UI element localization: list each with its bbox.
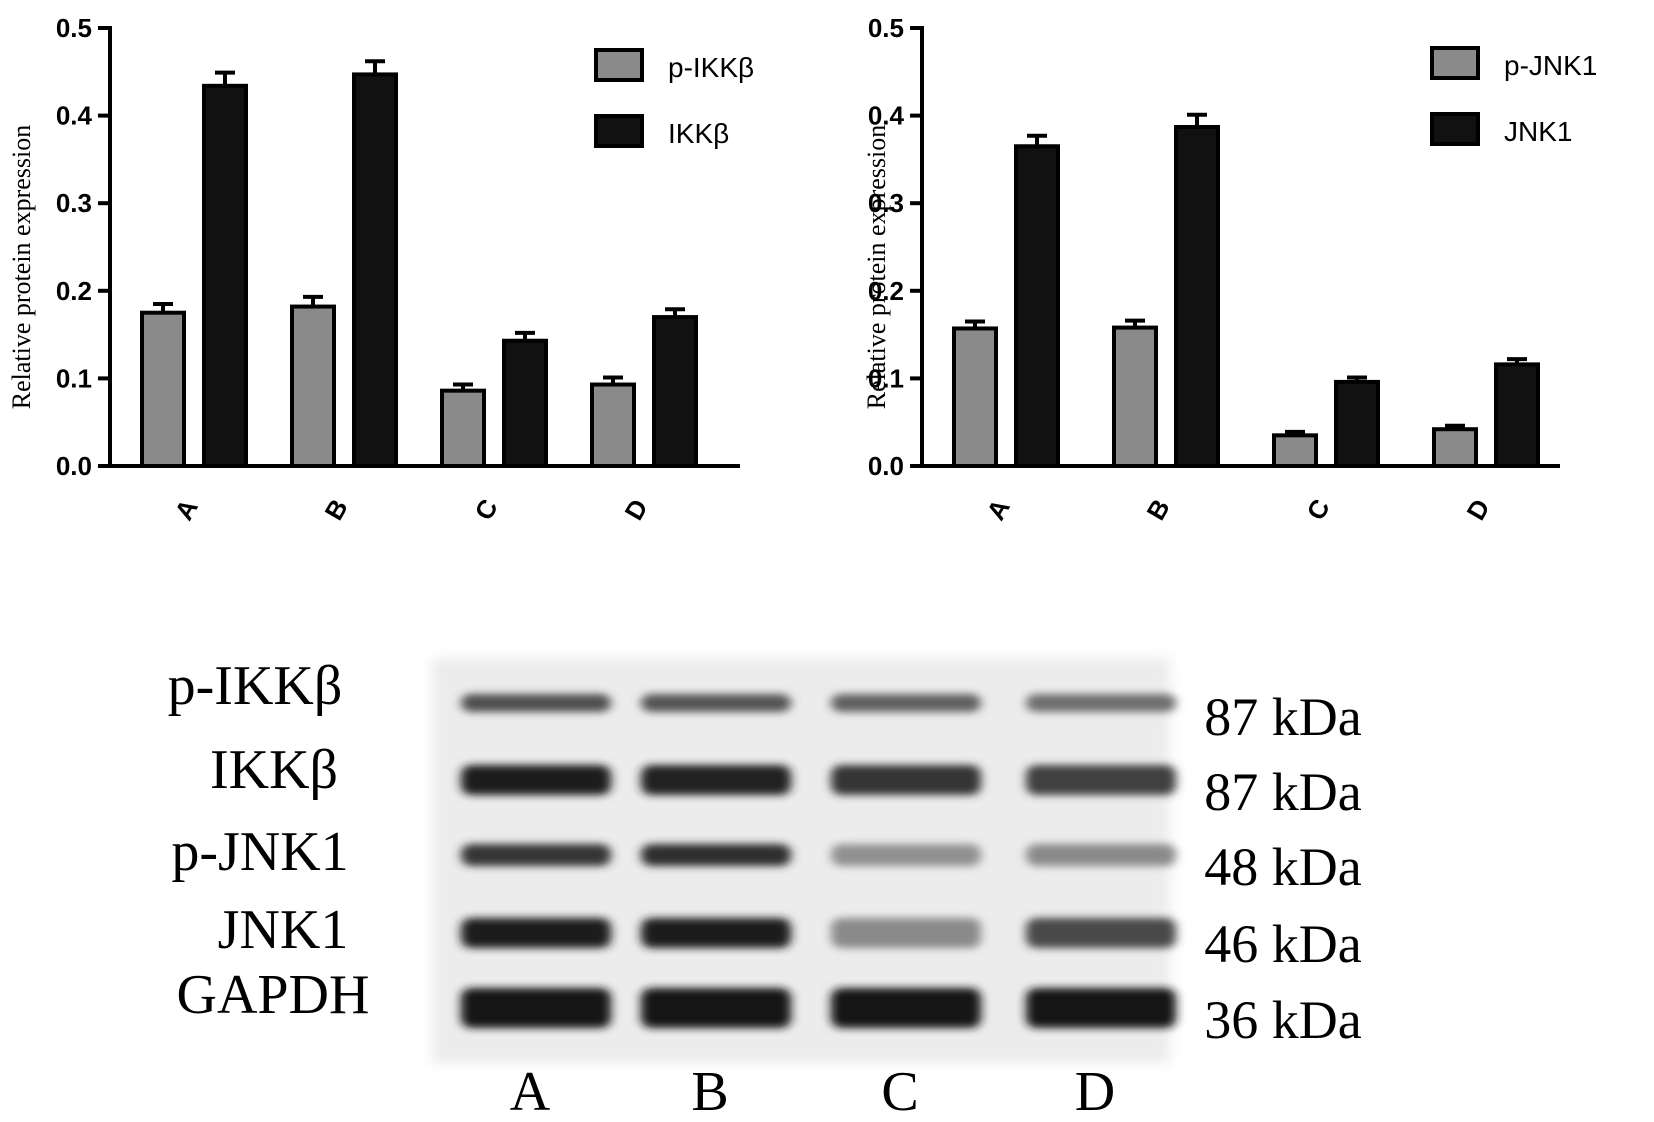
legend-swatch <box>1430 112 1480 146</box>
blot-band <box>831 844 981 866</box>
blot-row-label: p-IKKβ <box>168 655 343 717</box>
x-tick-label: B <box>1141 494 1176 525</box>
blot-band <box>461 918 611 948</box>
y-tick-label: 0.2 <box>868 276 904 306</box>
bar <box>1432 427 1478 469</box>
x-tick-label: C <box>469 494 504 525</box>
blot-band <box>1026 918 1176 948</box>
bar <box>1334 379 1380 468</box>
legend-label: JNK1 <box>1504 116 1572 147</box>
blot-band <box>831 694 981 712</box>
bar-chart-jnk1: 0.0 0.1 0.2 0.3 0.4 0.5 Relative protein expre… <box>862 13 1597 525</box>
blot-band <box>641 844 791 866</box>
legend-label: IKKβ <box>668 118 729 149</box>
y-axis-label: Relative protein expression <box>7 125 36 409</box>
blot-band <box>461 844 611 866</box>
blot-row-label: GAPDH <box>177 964 370 1026</box>
y-axis-label: Relative protein expression <box>862 125 891 409</box>
blot-band <box>461 988 611 1028</box>
blot-kda-label: 46 kDa <box>1204 914 1361 974</box>
bar <box>290 304 336 468</box>
blot-band <box>641 765 791 795</box>
y-tick-label: 0.5 <box>868 13 904 43</box>
blot-band <box>831 988 981 1028</box>
bar <box>652 315 698 468</box>
bar <box>952 326 998 468</box>
western-blot: p-IKKβ 87 kDa IKKβ 87 kDa p-JNK1 48 kDa JNK1 46… <box>168 655 1362 1122</box>
y-tick-label: 0.3 <box>868 188 904 218</box>
x-tick-label: A <box>981 494 1016 525</box>
bar <box>1112 325 1158 469</box>
blot-lane-label: D <box>1075 1061 1115 1122</box>
y-tick-label: 0.0 <box>56 451 92 481</box>
y-tick-label: 0.4 <box>868 101 905 131</box>
x-tick-label: B <box>319 494 354 525</box>
blot-lane-label: B <box>691 1061 728 1122</box>
legend-swatch <box>1430 46 1480 80</box>
y-tick-label: 0.3 <box>56 188 92 218</box>
bar <box>1272 433 1318 468</box>
blot-band <box>831 918 981 948</box>
y-tick-label: 0.2 <box>56 276 92 306</box>
blot-kda-label: 87 kDa <box>1204 762 1361 822</box>
blot-band <box>641 988 791 1028</box>
y-tick-label: 0.0 <box>868 451 904 481</box>
blot-kda-label: 36 kDa <box>1204 990 1361 1050</box>
legend-swatch <box>594 48 644 82</box>
bar <box>140 310 186 469</box>
bar <box>1174 124 1220 468</box>
bar <box>1014 144 1060 468</box>
blot-row-label: IKKβ <box>210 739 338 801</box>
bar <box>352 72 398 468</box>
bar <box>1494 362 1540 468</box>
bar <box>440 388 486 468</box>
bar <box>202 83 248 468</box>
blot-kda-label: 87 kDa <box>1204 687 1361 747</box>
x-tick-label: D <box>1461 494 1496 525</box>
blot-band <box>1026 765 1176 795</box>
blot-band <box>461 694 611 712</box>
blot-row-label: p-JNK1 <box>171 821 348 883</box>
legend-label: p-JNK1 <box>1504 50 1597 81</box>
y-tick-label: 0.4 <box>56 101 93 131</box>
blot-band <box>641 694 791 712</box>
legend-swatch <box>594 114 644 148</box>
y-tick-label: 0.1 <box>868 363 904 393</box>
bar-chart-ikkb: 0.0 0.1 0.2 0.3 0.4 0.5 Relative protein expre… <box>7 13 754 525</box>
blot-band <box>1026 844 1176 866</box>
blot-kda-label: 48 kDa <box>1204 837 1361 897</box>
y-tick-label: 0.1 <box>56 363 92 393</box>
x-tick-label: A <box>169 494 204 525</box>
x-tick-label: C <box>1301 494 1336 525</box>
bar <box>590 382 636 469</box>
x-tick-label: D <box>619 494 654 525</box>
bar <box>502 338 548 468</box>
blot-band <box>1026 694 1176 712</box>
blot-band <box>1026 988 1176 1028</box>
y-tick-label: 0.5 <box>56 13 92 43</box>
blot-lane-label: C <box>881 1061 918 1122</box>
blot-band <box>641 918 791 948</box>
blot-band <box>831 765 981 795</box>
blot-lane-label: A <box>510 1061 551 1122</box>
blot-row-label: JNK1 <box>218 899 349 961</box>
blot-band <box>461 765 611 795</box>
legend-label: p-IKKβ <box>668 52 754 83</box>
